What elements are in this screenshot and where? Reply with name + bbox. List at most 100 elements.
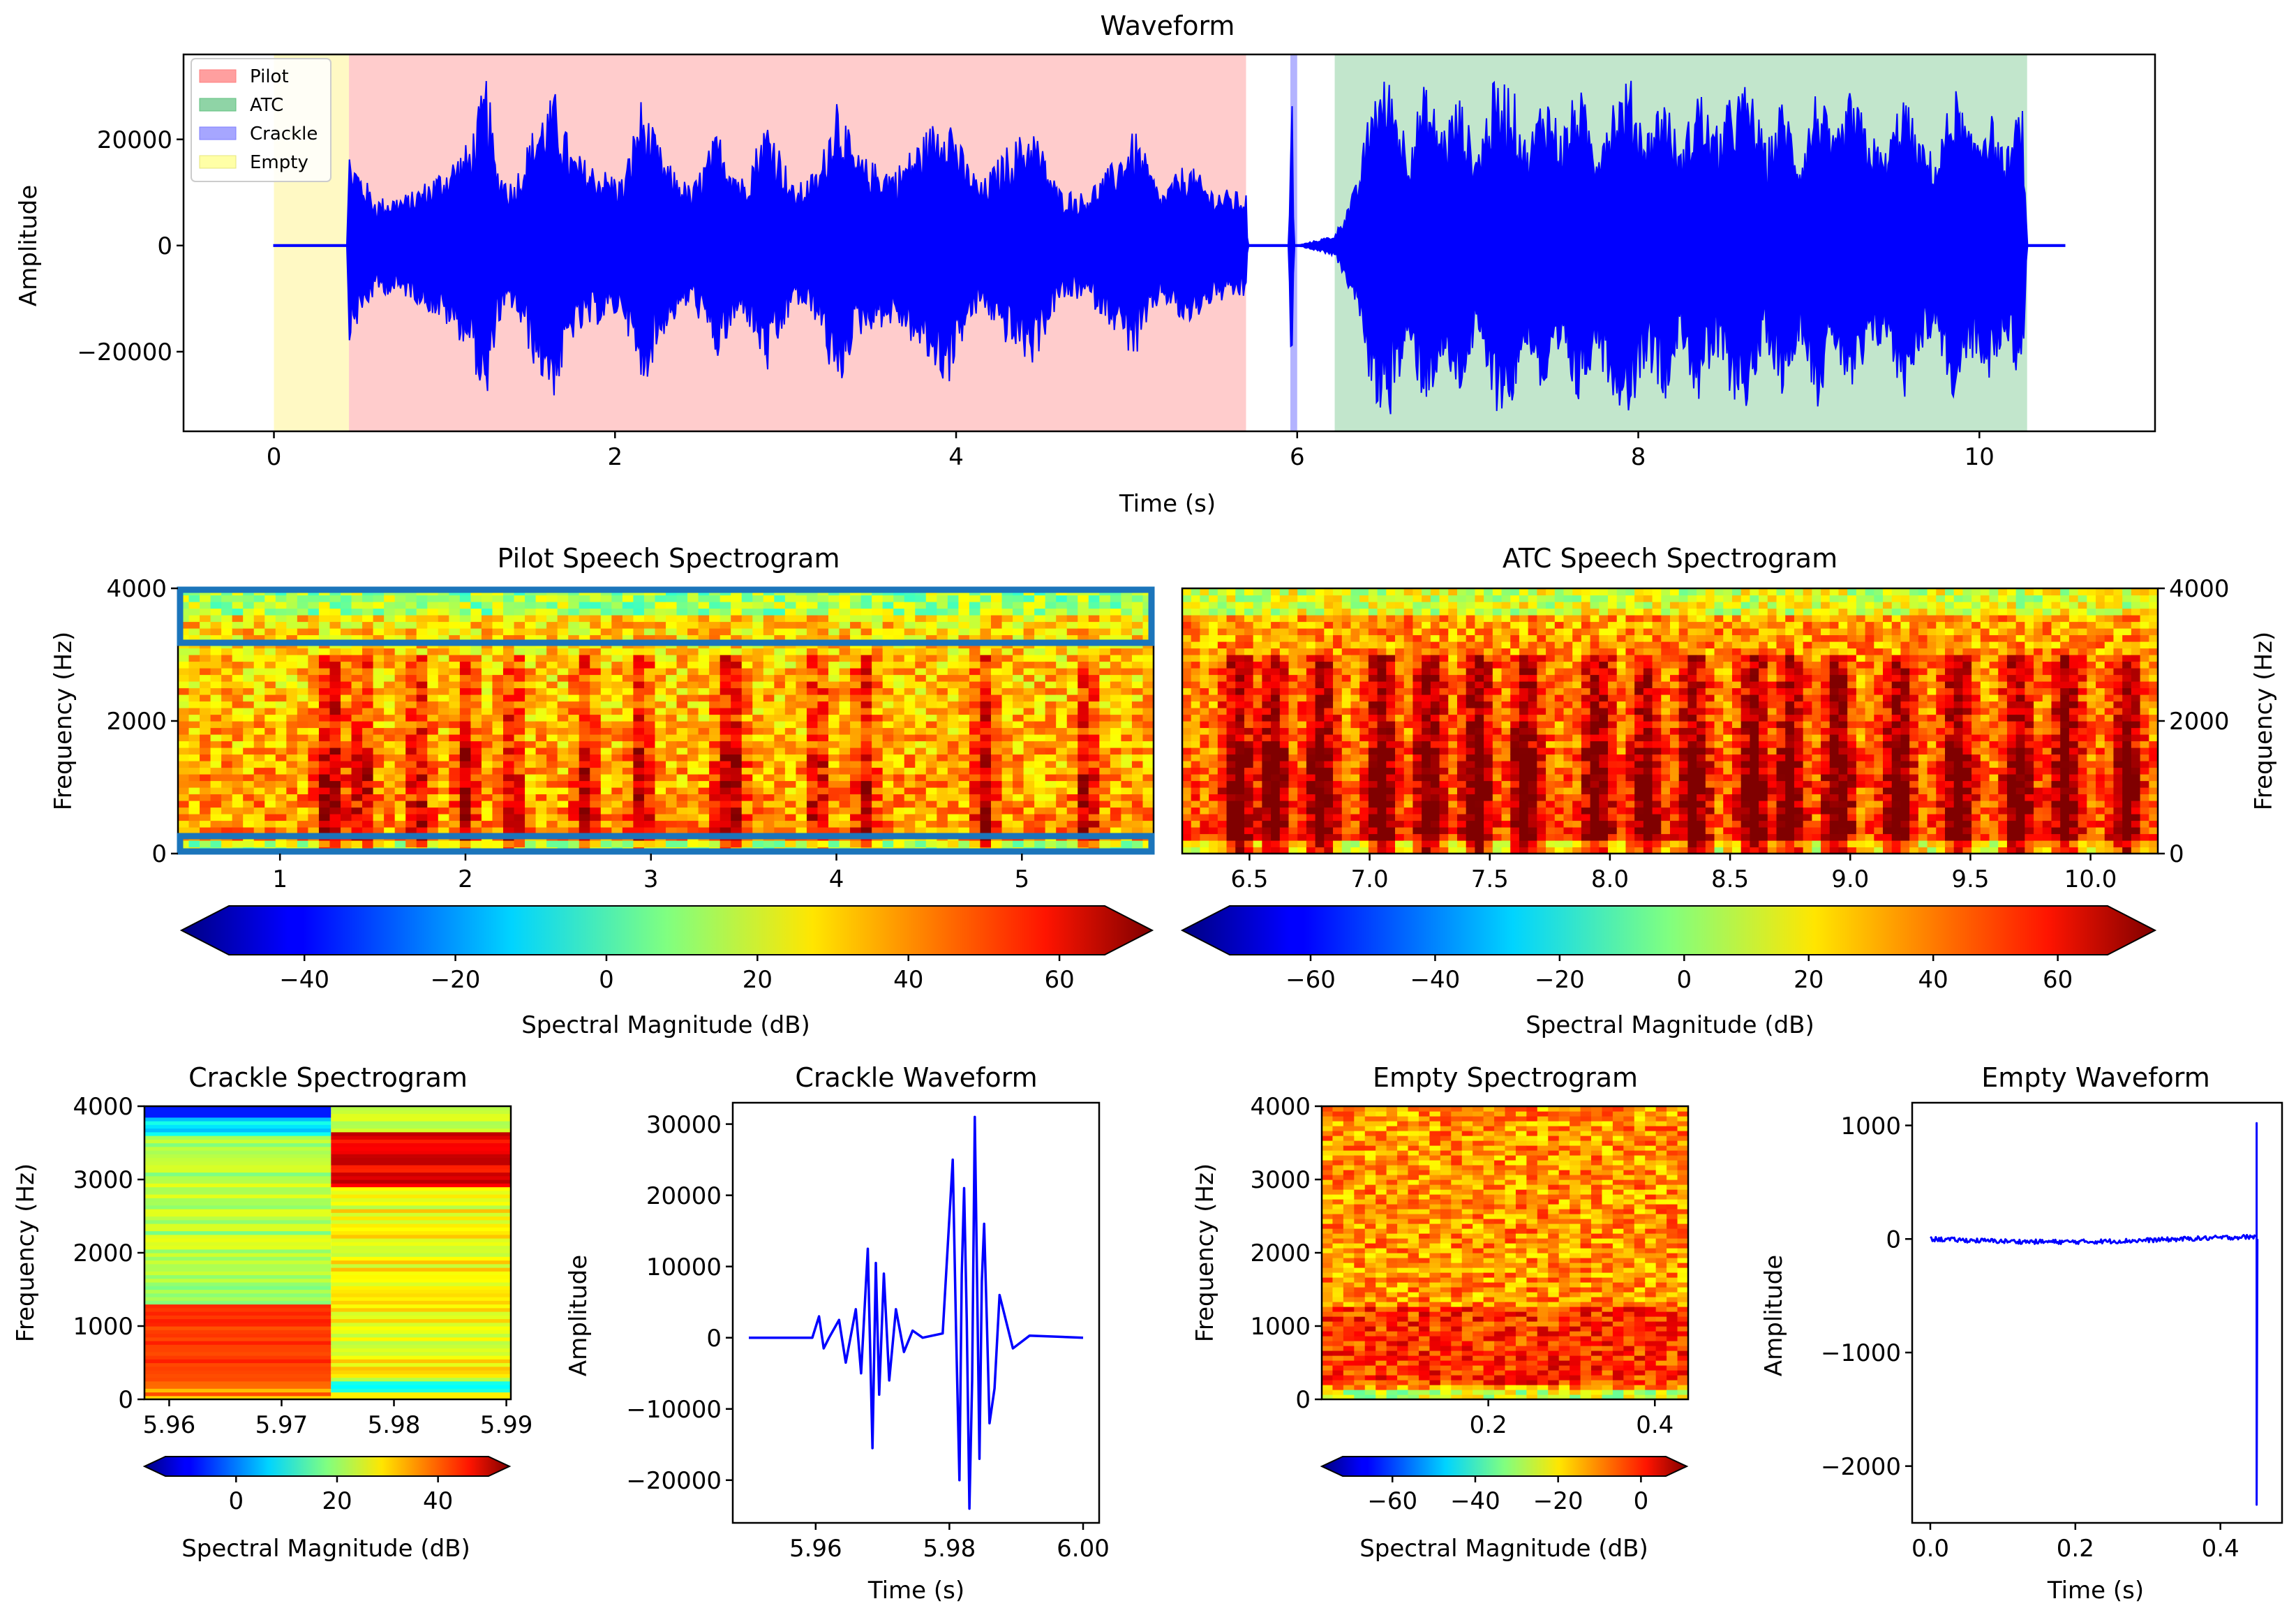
atc-spec-cell [1235,740,1245,748]
pilot-spec-cell [188,615,200,623]
atc-spec-cell [1324,694,1334,702]
pilot-spec-cell [546,602,558,609]
pilot-spec-cell [980,801,992,808]
pilot-spec-cell [828,634,840,642]
pilot-spec-cell [1110,734,1121,742]
atc-spec-cell [1200,734,1209,742]
atc-spec-cell [1191,595,1201,602]
pilot-spec-cell [774,595,786,602]
pilot-spec-cell [850,774,862,782]
pilot-spec-cell [351,655,363,662]
pilot-spec-cell [178,727,190,735]
pilot-spec-cell [362,694,374,702]
pilot-spec-cell [286,734,298,742]
pilot-spec-cell [666,794,678,801]
pilot-spec-cell [1099,734,1111,742]
pilot-spec-cell [1066,767,1078,775]
pilot-spec-cell [546,674,558,682]
pilot-spec-cell [362,794,374,801]
pilot-spec-cell [763,714,775,722]
pilot-spec-cell [860,734,872,742]
atc-spec-cell [1341,668,1352,676]
atc-spec-cell [1235,833,1245,841]
pilot-spec-cell [492,674,504,682]
atc-spec-cell [1306,734,1316,742]
atc-spec-cell [1412,641,1422,649]
pilot-spec-cell [384,761,396,768]
atc-spec-cell [1403,827,1414,835]
pilot-spec-cell [243,754,255,761]
pilot-spec-cell [784,714,796,722]
pilot-spec-cell [904,747,916,755]
pilot-spec-cell [351,694,363,702]
pilot-spec-cell [200,681,211,689]
pilot-spec-cell [969,774,981,782]
pilot-spec-cell [1023,820,1035,828]
atc-spec-cell [1403,754,1414,761]
atc-spec-cell [1377,787,1387,795]
pilot-spec-cell [253,648,265,655]
atc-spec-cell [1315,634,1325,642]
pilot-spec-cell [991,761,1003,768]
pilot-spec-cell [633,634,645,642]
atc-spec-cell [1244,794,1254,801]
pilot-spec-cell [568,794,580,801]
pilot-spec-cell [373,780,385,788]
pilot-spec-cell [1013,714,1024,722]
pilot-spec-cell [590,727,602,735]
pilot-spec-cell [763,827,775,835]
atc-spec-cell [1386,602,1396,609]
pilot-spec-cell [796,727,807,735]
pilot-spec-cell [784,820,796,828]
pilot-spec-cell [232,595,244,602]
pilot-spec-cell [427,734,439,742]
pilot-spec-cell [1088,648,1100,655]
pilot-spec-cell [1023,648,1035,655]
atc-spec-cell [1262,661,1272,669]
pilot-spec-cell [752,780,764,788]
pilot-spec-cell [741,681,753,689]
atc-spec-cell [1271,655,1281,662]
pilot-spec-cell [796,694,807,702]
pilot-spec-cell [579,780,590,788]
pilot-spec-cell [1088,787,1100,795]
pilot-spec-cell [872,634,884,642]
atc-spec-cell [1315,847,1325,854]
pilot-spec-cell [394,801,406,808]
waveform-xtick-label: 6 [1290,443,1305,471]
pilot-spec-cell [351,814,363,821]
pilot-spec-cell [351,634,363,642]
pilot-spec-cell [286,661,298,669]
atc-spec-cell [1235,634,1245,642]
pilot-spec-cell [1131,740,1144,748]
pilot-spec-cell [514,734,525,742]
pilot-spec-cell [1023,595,1035,602]
atc-spec-cell [1253,754,1262,761]
pilot-spec-cell [806,628,819,636]
pilot-spec-cell [1045,794,1057,801]
atc-spec-cell [1412,655,1422,662]
atc-spec-cell [1253,780,1262,788]
pilot-spec-cell [459,727,471,735]
pilot-spec-cell [264,801,276,808]
pilot-spec-cell [546,634,558,642]
atc-spec-cell [1306,641,1316,649]
atc-spec-cell [1315,721,1325,729]
pilot-spec-cell [1088,754,1100,761]
pilot-spec-cell [568,721,580,729]
pilot-spec-cell [416,814,428,821]
pilot-spec-cell [925,734,937,742]
pilot-spec-cell [980,787,992,795]
atc-spec-cell [1306,708,1316,715]
pilot-spec-cell [947,827,959,835]
pilot-spec-cell [297,727,308,735]
atc-spec-cell [1333,814,1343,821]
pilot-spec-cell [481,708,493,715]
pilot-spec-cell [741,780,753,788]
pilot-spec-cell [698,628,710,636]
pilot-spec-cell [459,747,471,755]
pilot-spec-cell [373,687,385,695]
pilot-spec-cell [817,734,829,742]
atc-spec-cell [1253,721,1262,729]
atc-spec-cell [1217,641,1228,649]
